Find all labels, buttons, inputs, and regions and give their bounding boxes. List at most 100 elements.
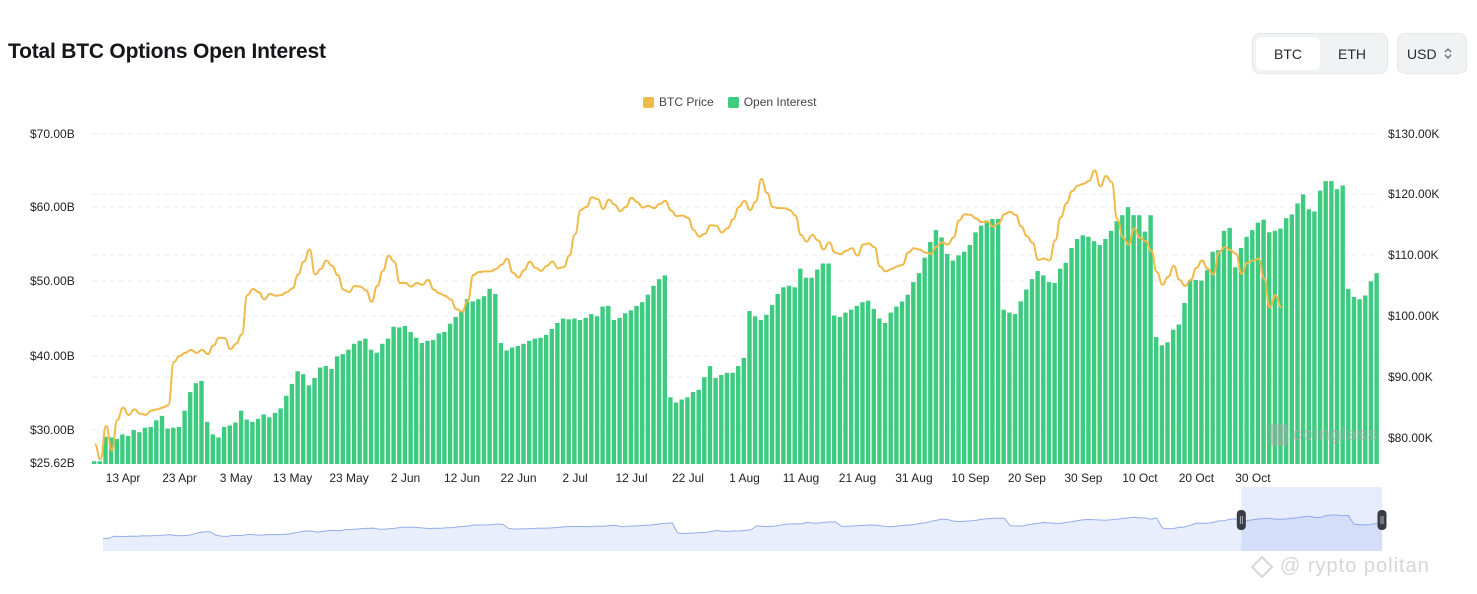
- oi-bar[interactable]: [476, 299, 481, 464]
- oi-bar[interactable]: [832, 315, 837, 465]
- oi-bar[interactable]: [1091, 241, 1097, 464]
- oi-bar[interactable]: [391, 326, 396, 464]
- oi-bar[interactable]: [730, 372, 735, 464]
- oi-bar[interactable]: [707, 366, 713, 464]
- oi-bar[interactable]: [1255, 222, 1261, 464]
- oi-bar[interactable]: [284, 395, 289, 464]
- oi-bar[interactable]: [171, 427, 176, 464]
- oi-bar[interactable]: [741, 357, 746, 464]
- oi-bar[interactable]: [865, 300, 871, 464]
- oi-bar[interactable]: [1187, 279, 1193, 464]
- oi-bar[interactable]: [645, 294, 650, 464]
- oi-bar[interactable]: [583, 317, 588, 464]
- oi-bar[interactable]: [532, 338, 537, 464]
- oi-bar[interactable]: [1374, 273, 1379, 464]
- oi-bar[interactable]: [792, 287, 797, 464]
- oi-bar[interactable]: [668, 397, 673, 464]
- oi-bar[interactable]: [1210, 251, 1215, 464]
- oi-bar[interactable]: [1272, 230, 1278, 464]
- oi-bar[interactable]: [1080, 235, 1085, 464]
- oi-bar[interactable]: [1108, 230, 1114, 464]
- oi-bar[interactable]: [560, 318, 566, 465]
- oi-bar[interactable]: [1368, 281, 1374, 464]
- oi-bar[interactable]: [769, 305, 775, 464]
- oi-bar[interactable]: [267, 417, 272, 464]
- oi-bar[interactable]: [1086, 236, 1091, 464]
- oi-bar[interactable]: [137, 432, 142, 464]
- oi-bar[interactable]: [1074, 239, 1080, 464]
- oi-bar[interactable]: [148, 427, 153, 464]
- oi-bar[interactable]: [606, 305, 611, 464]
- oi-bar[interactable]: [696, 389, 701, 464]
- oi-bar[interactable]: [877, 318, 882, 465]
- oi-bar[interactable]: [1317, 190, 1323, 464]
- oi-bar[interactable]: [380, 343, 385, 464]
- oi-bar[interactable]: [1007, 312, 1012, 464]
- oi-bar[interactable]: [928, 242, 933, 464]
- oi-bar[interactable]: [464, 299, 470, 464]
- oi-bar[interactable]: [159, 415, 165, 464]
- oi-bar[interactable]: [301, 374, 306, 464]
- oi-bar[interactable]: [1334, 189, 1340, 464]
- oi-bar[interactable]: [1204, 270, 1210, 464]
- oi-bar[interactable]: [295, 371, 300, 464]
- oi-bar[interactable]: [1363, 295, 1368, 465]
- oi-bar[interactable]: [933, 230, 939, 464]
- oi-bar[interactable]: [436, 333, 441, 464]
- oi-bar[interactable]: [978, 225, 984, 464]
- oi-bar[interactable]: [493, 294, 498, 464]
- oi-bar[interactable]: [103, 436, 108, 464]
- oi-bar[interactable]: [221, 427, 227, 464]
- oi-bar[interactable]: [922, 257, 927, 464]
- oi-bar[interactable]: [193, 383, 199, 464]
- oi-bar[interactable]: [1346, 288, 1351, 464]
- oi-bar[interactable]: [1233, 267, 1238, 464]
- oi-bar[interactable]: [261, 414, 266, 464]
- oi-bar[interactable]: [956, 255, 961, 464]
- oi-bar[interactable]: [419, 343, 424, 464]
- oi-bar[interactable]: [205, 421, 210, 464]
- oi-bar[interactable]: [628, 310, 634, 464]
- oi-bar[interactable]: [1058, 268, 1063, 464]
- oi-bar[interactable]: [238, 410, 244, 464]
- oi-bar[interactable]: [120, 434, 125, 464]
- oi-bar[interactable]: [182, 410, 187, 464]
- oi-bar[interactable]: [837, 317, 843, 464]
- oi-bar[interactable]: [611, 320, 617, 464]
- oi-bar[interactable]: [685, 397, 690, 464]
- oi-bar[interactable]: [318, 367, 323, 464]
- oi-bar[interactable]: [1306, 209, 1311, 464]
- oi-bar[interactable]: [713, 378, 718, 464]
- oi-bar[interactable]: [899, 301, 905, 464]
- oi-bar[interactable]: [1329, 181, 1334, 464]
- oi-bar[interactable]: [97, 461, 102, 464]
- oi-bar[interactable]: [600, 306, 605, 464]
- oi-bar[interactable]: [905, 294, 910, 464]
- oi-bar[interactable]: [594, 316, 600, 464]
- oi-bar[interactable]: [623, 313, 628, 464]
- oi-bar[interactable]: [798, 268, 803, 464]
- oi-bar[interactable]: [453, 317, 458, 464]
- oi-bar[interactable]: [408, 331, 413, 464]
- oi-bar[interactable]: [357, 340, 362, 464]
- oi-bar[interactable]: [1340, 185, 1345, 465]
- oi-bar[interactable]: [1125, 207, 1131, 464]
- oi-bar[interactable]: [640, 302, 645, 464]
- oi-bar[interactable]: [527, 340, 532, 464]
- oi-bar[interactable]: [1097, 245, 1102, 464]
- oi-bar[interactable]: [487, 288, 492, 464]
- oi-bar[interactable]: [363, 338, 368, 464]
- oi-bar[interactable]: [1041, 275, 1046, 464]
- oi-bar[interactable]: [199, 380, 204, 464]
- oi-bar[interactable]: [1120, 215, 1125, 464]
- oi-bar[interactable]: [572, 318, 577, 465]
- oi-bar[interactable]: [1312, 211, 1317, 465]
- oi-bar[interactable]: [414, 337, 419, 464]
- oi-bar[interactable]: [995, 219, 1001, 464]
- oi-bar[interactable]: [1238, 247, 1244, 464]
- oi-bar[interactable]: [459, 311, 464, 464]
- oi-bar[interactable]: [1193, 279, 1198, 464]
- oi-bar[interactable]: [916, 273, 922, 464]
- oi-bar[interactable]: [820, 263, 826, 465]
- oi-bar[interactable]: [402, 326, 408, 464]
